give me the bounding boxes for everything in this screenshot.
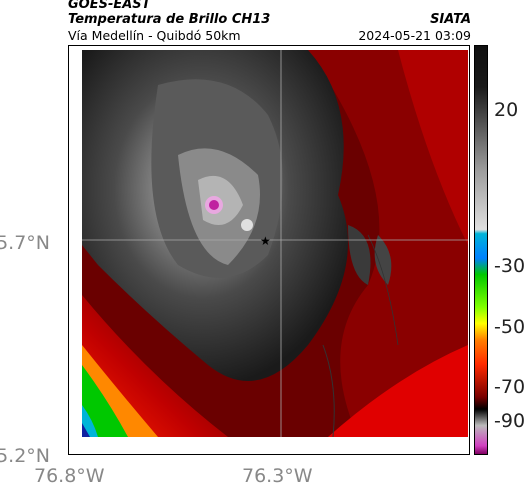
colorbar-tick-20: 20 <box>494 99 519 121</box>
lat-label-1: 5.7°N <box>0 232 50 254</box>
colorbar <box>474 45 488 455</box>
lon-label-1: 76.8°W <box>34 465 105 487</box>
route-subtitle: Vía Medellín - Quibdó 50km <box>68 28 241 43</box>
colorbar-tick-minus50: -50 <box>494 316 526 338</box>
timestamp-label: 2024-05-21 03:09 <box>358 28 471 43</box>
product-title: Temperatura de Brillo CH13 <box>68 12 271 27</box>
location-star-marker: ★ <box>260 234 271 248</box>
colorbar-gradient <box>475 46 487 454</box>
satellite-title: GOES-EAST <box>68 0 151 12</box>
source-label: SIATA <box>430 12 471 27</box>
colorbar-tick-minus70: -70 <box>494 376 526 398</box>
brightness-temperature-map: ★ <box>68 45 470 455</box>
lat-label-2: 5.2°N <box>0 445 50 467</box>
lon-label-2: 76.3°W <box>242 465 313 487</box>
colorbar-tick-minus90: -90 <box>494 410 526 432</box>
map-field <box>82 50 468 438</box>
colorbar-tick-minus30: -30 <box>494 255 526 277</box>
